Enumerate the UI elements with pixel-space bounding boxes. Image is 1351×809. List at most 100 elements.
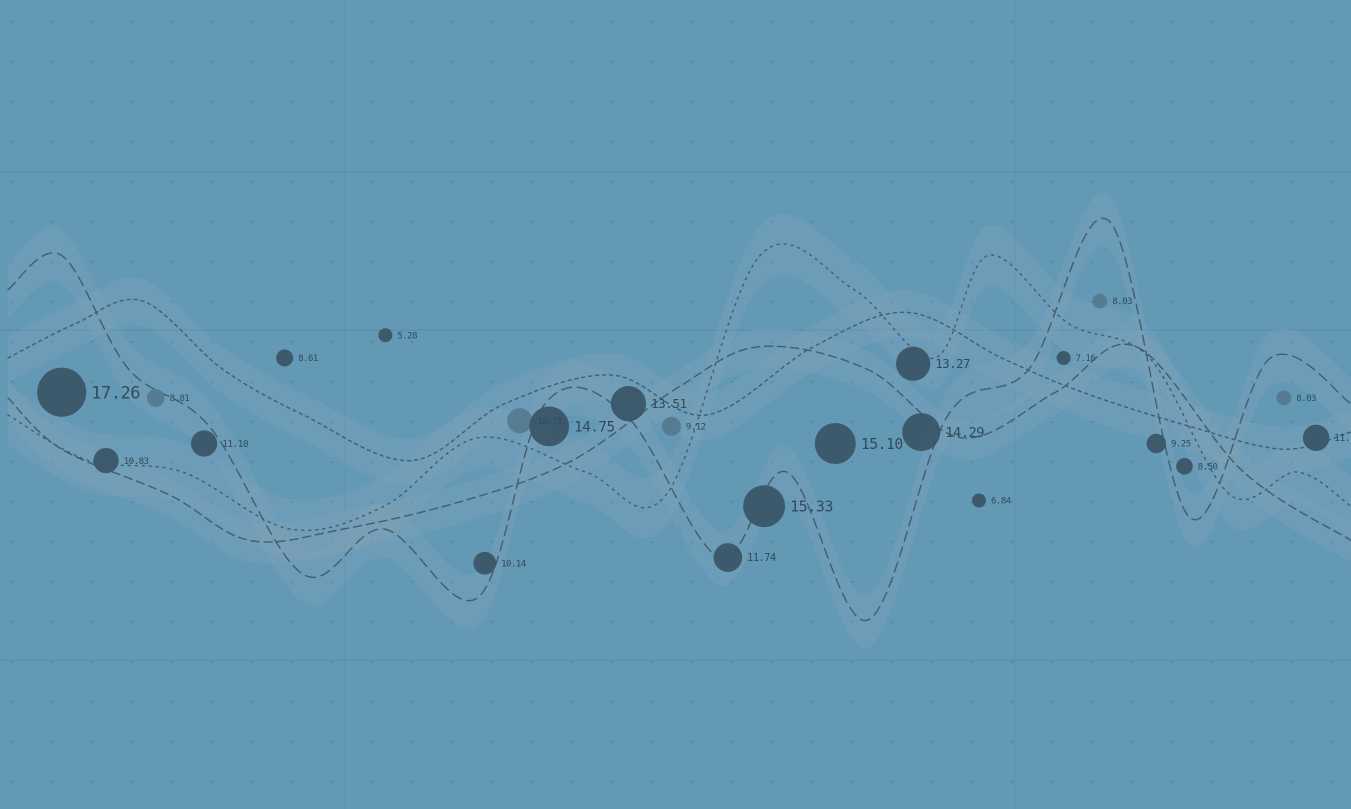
grid-dot-525: [611, 621, 613, 623]
grid-dot-622: [411, 741, 413, 743]
grid-dot-517: [291, 621, 293, 623]
grid-dot-25: [1011, 21, 1013, 23]
grid-dot-391: [691, 461, 693, 463]
grid-dot-585: [291, 701, 293, 703]
bubble-point: [971, 493, 986, 508]
grid-dot-608: [1211, 701, 1213, 703]
grid-dot-291: [771, 341, 773, 343]
bubble-label: 14.29: [945, 425, 984, 441]
grid-dot-106: [171, 141, 173, 143]
grid-dot-469: [1091, 541, 1093, 543]
grid-dot-346: [251, 421, 253, 423]
grid-dot-126: [971, 141, 973, 143]
grid-dot-15: [611, 21, 613, 23]
grid-dot-661: [611, 781, 613, 783]
grid-dot-582: [171, 701, 173, 703]
grid-dot-660: [571, 781, 573, 783]
bubble-label: 9.25: [1171, 440, 1191, 450]
grid-dot-355: [611, 421, 613, 423]
grid-dot-54: [811, 61, 813, 63]
grid-dot-674: [1131, 781, 1133, 783]
grid-dot-382: [331, 461, 333, 463]
grid-dot-299: [1091, 341, 1093, 343]
grid-dot-606: [1131, 701, 1133, 703]
grid-dot-132: [1211, 141, 1213, 143]
grid-dot-3: [131, 21, 133, 23]
grid-dot-499: [931, 581, 933, 583]
grid-dot-43: [371, 61, 373, 63]
grid-dot-58: [971, 61, 973, 63]
grid-dot-524: [571, 621, 573, 623]
grid-dot-459: [691, 541, 693, 543]
grid-dot-348: [331, 421, 333, 423]
grid-dot-356: [651, 421, 653, 423]
grid-dot-535: [1011, 621, 1013, 623]
grid-dot-543: [1331, 621, 1333, 623]
grid-dot-304: [1291, 341, 1293, 343]
grid-dot-584: [251, 701, 253, 703]
grid-dot-37: [131, 61, 133, 63]
grid-dot-41: [291, 61, 293, 63]
grid-dot-374: [11, 461, 13, 463]
grid-dot-650: [171, 781, 173, 783]
grid-dot-0: [11, 21, 13, 23]
bubble-label: 15.33: [790, 498, 833, 516]
bubble-label: 10.78: [537, 417, 562, 427]
grid-dot-616: [171, 741, 173, 743]
grid-dot-645: [1331, 741, 1333, 743]
grid-dot-612: [11, 741, 13, 743]
grid-dot-550: [251, 661, 253, 663]
grid-dot-202: [1291, 221, 1293, 223]
grid-dot-51: [691, 61, 693, 63]
grid-dot-615: [131, 741, 133, 743]
grid-dot-112: [411, 141, 413, 143]
grid-dot-545: [51, 661, 53, 663]
grid-dot-67: [1331, 61, 1333, 63]
grid-dot-1: [51, 21, 53, 23]
grid-dot-434: [1051, 501, 1053, 503]
grid-dot-77: [371, 101, 373, 103]
grid-dot-651: [211, 781, 213, 783]
grid-dot-510: [11, 621, 13, 623]
grid-dot-147: [451, 181, 453, 183]
grid-dot-172: [91, 221, 93, 223]
grid-dot-151: [611, 181, 613, 183]
grid-dot-476: [11, 581, 13, 583]
grid-dot-583: [211, 701, 213, 703]
grid-dot-19: [771, 21, 773, 23]
grid-dot-259: [851, 301, 853, 303]
grid-dot-285: [531, 341, 533, 343]
grid-dot-514: [171, 621, 173, 623]
grid-dot-113: [451, 141, 453, 143]
grid-dot-528: [731, 621, 733, 623]
grid-dot-586: [331, 701, 333, 703]
grid-dot-520: [411, 621, 413, 623]
grid-dot-673: [1091, 781, 1093, 783]
grid-dot-228: [971, 261, 973, 263]
grid-dot-71: [131, 101, 133, 103]
grid-dot-484: [331, 581, 333, 583]
grid-dot-214: [411, 261, 413, 263]
grid-dot-446: [171, 541, 173, 543]
grid-dot-61: [1091, 61, 1093, 63]
grid-dot-400: [1051, 461, 1053, 463]
grid-dot-576: [1291, 661, 1293, 663]
grid-dot-308: [91, 381, 93, 383]
grid-dot-253: [611, 301, 613, 303]
grid-dot-149: [531, 181, 533, 183]
grid-dot-160: [971, 181, 973, 183]
grid-dot-625: [531, 741, 533, 743]
grid-dot-425: [691, 501, 693, 503]
grid-dot-370: [1211, 421, 1213, 423]
grid-dot-631: [771, 741, 773, 743]
grid-dot-95: [1091, 101, 1093, 103]
grid-dot-62: [1131, 61, 1133, 63]
grid-dot-506: [1211, 581, 1213, 583]
grid-dot-93: [1011, 101, 1013, 103]
grid-dot-49: [611, 61, 613, 63]
grid-dot-66: [1291, 61, 1293, 63]
series-band-2: [8, 192, 1351, 649]
grid-dot-411: [131, 501, 133, 503]
grid-dot-18: [731, 21, 733, 23]
grid-dot-150: [571, 181, 573, 183]
